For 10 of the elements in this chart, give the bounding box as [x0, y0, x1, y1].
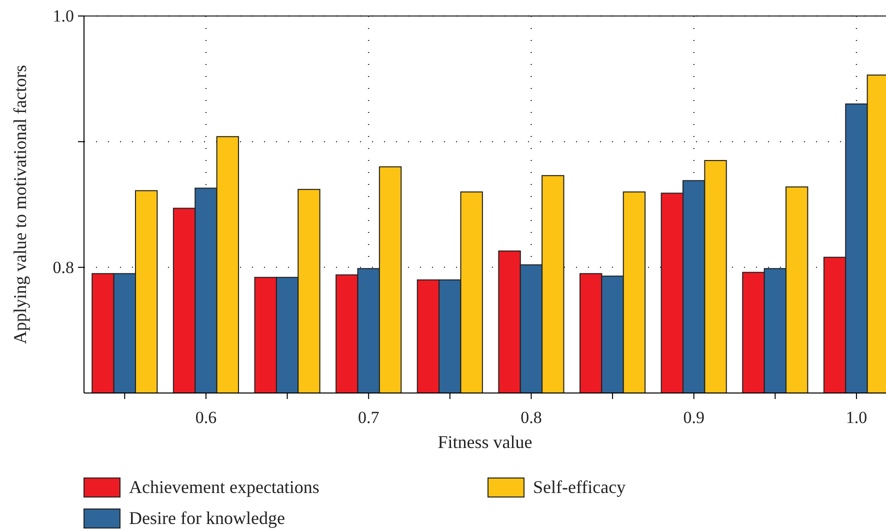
x-tick-label: 1.0: [846, 408, 868, 428]
x-tick-label: 0.8: [520, 408, 542, 428]
legend-label: Desire for knowledge: [129, 508, 285, 528]
x-axis-title: Fitness value: [438, 432, 532, 452]
y-axis-title: Applying value to motivational factors: [10, 65, 30, 344]
legend-label: Self-efficacy: [533, 477, 626, 497]
x-tick-label: 0.9: [683, 408, 704, 428]
legend-label: Achievement expectations: [129, 477, 320, 497]
x-tick-label: 0.7: [358, 408, 380, 428]
x-tick-label: 0.6: [195, 408, 217, 428]
